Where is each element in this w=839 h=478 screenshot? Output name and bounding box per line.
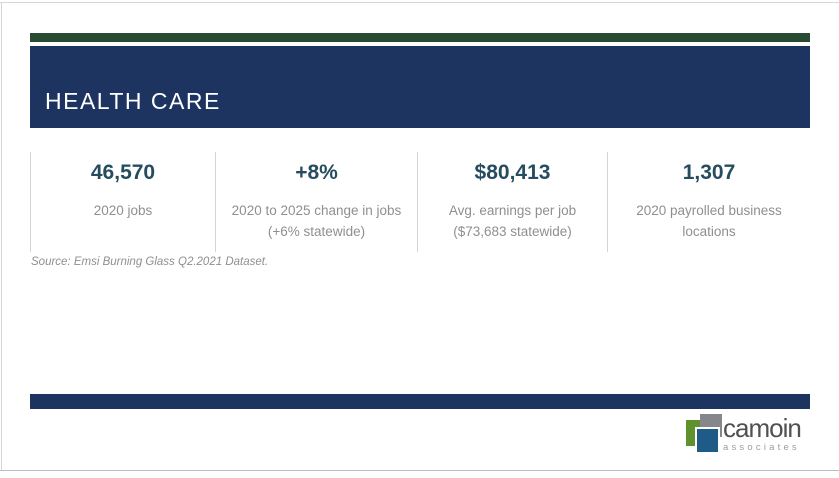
stat-card-business-locations: 1,307 2020 payrolled business locations <box>607 152 810 252</box>
stats-row: 46,570 2020 jobs +8% 2020 to 2025 change… <box>30 152 810 252</box>
stat-label: Avg. earnings per job ($73,683 statewide… <box>448 203 577 239</box>
stat-value: $80,413 <box>474 161 551 184</box>
stat-label: 2020 jobs <box>93 203 153 218</box>
stat-card-job-change: +8% 2020 to 2025 change in jobs (+6% sta… <box>215 152 417 252</box>
company-logo: camoin associates <box>685 413 810 458</box>
logo-wordmark: camoin <box>723 413 802 443</box>
section-header-bar: HEALTH CARE <box>30 46 810 128</box>
logo-subtext: associates <box>723 442 800 453</box>
stat-label: 2020 payrolled business locations <box>636 203 782 239</box>
stat-value: 1,307 <box>682 161 736 184</box>
stat-value: +8% <box>295 161 338 184</box>
section-title: HEALTH CARE <box>45 88 221 114</box>
stat-value: 46,570 <box>90 161 156 184</box>
stat-card-earnings: $80,413 Avg. earnings per job ($73,683 s… <box>417 152 607 252</box>
page-border-left <box>1 2 2 470</box>
source-note: Source: Emsi Burning Glass Q2.2021 Datas… <box>31 256 269 268</box>
logo-blue-square-icon <box>697 429 718 452</box>
stat-label: 2020 to 2025 change in jobs (+6% statewi… <box>231 203 402 239</box>
page-border-top <box>0 2 839 3</box>
logo-text: camoin associates <box>723 413 802 453</box>
stat-card-jobs: 46,570 2020 jobs <box>30 152 215 252</box>
green-accent-bar <box>30 33 810 42</box>
footer-navy-bar <box>30 394 810 409</box>
page-border-bottom <box>0 470 839 471</box>
logo-squares-icon <box>685 413 725 458</box>
